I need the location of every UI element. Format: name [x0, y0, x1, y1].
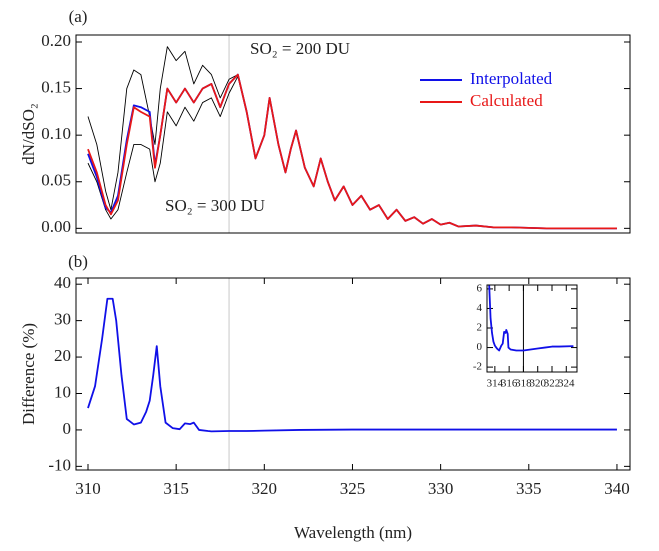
y-axis-label: Difference (%) [19, 323, 38, 425]
plot-frame [486, 284, 578, 373]
plot-background [76, 35, 630, 233]
panel-label: (b) [68, 252, 88, 271]
series-line [87, 297, 617, 433]
plot-background [487, 285, 577, 372]
y-tick-label: 4 [477, 302, 483, 314]
y-tick-label: 6 [477, 282, 483, 294]
x-axis-label: Wavelength (nm) [294, 523, 412, 542]
y-tick-label: 0 [63, 419, 72, 438]
x-tick-label: 315 [163, 479, 189, 498]
x-tick-label: 314 [487, 378, 504, 390]
y-tick-label: 0.15 [41, 77, 71, 96]
x-tick-label: 310 [75, 479, 101, 498]
y-tick-label: 30 [54, 310, 71, 329]
x-tick-label: 335 [516, 479, 542, 498]
x-tick-label: 330 [428, 479, 454, 498]
y-axis-label: dN/dSO₂ [19, 103, 38, 165]
plot-frame [75, 277, 631, 471]
y-tick-label: 40 [54, 273, 71, 292]
y-tick-label: 0.20 [41, 31, 71, 50]
plot-frame [75, 34, 631, 234]
x-tick-label: 340 [604, 479, 630, 498]
x-tick-label: 322 [544, 378, 561, 390]
x-tick-label: 318 [515, 378, 532, 390]
legend-label: Calculated [470, 91, 543, 110]
x-tick-label: 320 [529, 378, 546, 390]
x-tick-label: 316 [501, 378, 518, 390]
y-tick-label: 2 [477, 322, 483, 334]
y-tick-label: 10 [54, 382, 71, 401]
y-tick-label: 0.05 [41, 171, 71, 190]
x-tick-label: 324 [558, 378, 575, 390]
x-tick-label: 320 [252, 479, 278, 498]
y-tick-label: -10 [48, 455, 71, 474]
annotation: SO₂ = 200 DU [250, 39, 350, 58]
y-tick-label: -2 [473, 361, 482, 373]
y-tick-label: 0.00 [41, 217, 71, 236]
x-tick-label: 325 [340, 479, 366, 498]
series-line [488, 285, 574, 352]
series-line [87, 76, 248, 220]
series-line [87, 73, 617, 230]
panel-label: (a) [69, 7, 88, 26]
y-tick-label: 20 [54, 346, 71, 365]
legend-label: Interpolated [470, 69, 553, 88]
series-line [87, 46, 248, 211]
annotation: SO₂ = 300 DU [165, 196, 265, 215]
y-tick-label: 0.10 [41, 124, 71, 143]
y-tick-label: 0 [477, 341, 483, 353]
